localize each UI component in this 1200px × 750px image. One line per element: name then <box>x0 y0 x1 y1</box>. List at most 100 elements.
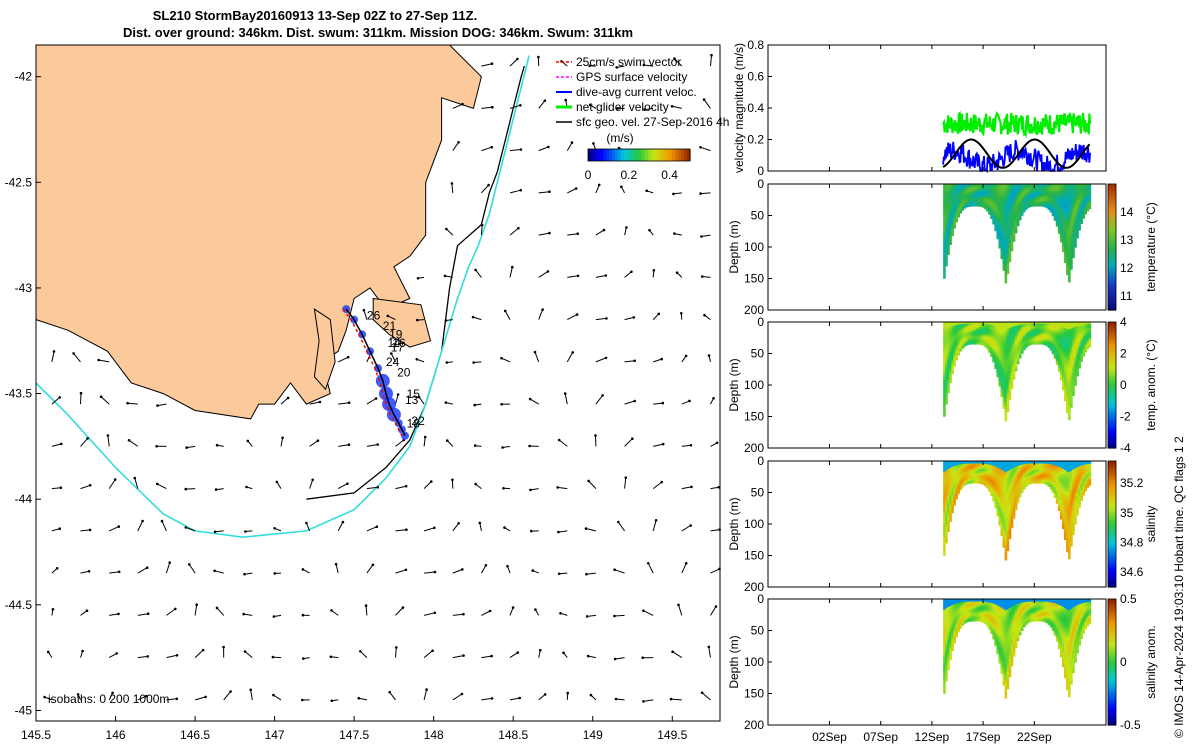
temperature-anomaly-cell <box>1057 365 1061 369</box>
temperature-anomaly-cell <box>1008 387 1012 392</box>
temperature-cell <box>975 193 979 195</box>
current-vector-head <box>543 99 547 102</box>
temperature-anomaly-cell <box>1082 325 1085 328</box>
temperature-cell <box>1033 199 1036 201</box>
salinity-cell <box>959 483 963 485</box>
salinity-cell <box>943 551 946 556</box>
temperature-anomaly-cell <box>1043 328 1047 330</box>
temperature-colorbar-cell <box>1108 306 1116 311</box>
temperature-anomaly-cell <box>1076 336 1079 340</box>
temperature-anomaly-cell <box>1016 342 1020 345</box>
temperature-anomaly-cell <box>992 351 995 354</box>
temperature-cell <box>1002 190 1006 195</box>
temperature-anomaly-cell <box>1008 354 1012 359</box>
temperature-cell <box>973 184 977 186</box>
temperature-cell <box>994 218 997 221</box>
temperature-cell <box>1078 196 1081 199</box>
salinity-cell <box>971 466 975 469</box>
temperature-anomaly-cell <box>986 340 989 343</box>
temperature-cell <box>951 223 954 227</box>
current-vector-head <box>490 145 494 149</box>
temperature-anomaly-cell <box>1033 328 1036 331</box>
temperature-cell <box>1012 199 1016 203</box>
temperature-cell <box>1039 195 1042 197</box>
temperature-anomaly-cell <box>1008 366 1012 371</box>
current-vector-head <box>462 612 465 616</box>
current-vector-head <box>712 397 715 400</box>
temperature-cell <box>1074 242 1077 246</box>
temperature-anomaly-cell <box>1049 336 1053 338</box>
temperature-anomaly-cell <box>1070 367 1073 372</box>
temperature-cell <box>1008 192 1012 197</box>
salinity-cell <box>945 508 948 512</box>
temperature-cell <box>1023 204 1026 206</box>
current-vector-head <box>347 401 351 405</box>
temperature-anomaly-cell <box>1043 340 1047 342</box>
salinity-cell <box>949 509 952 513</box>
temperature-cell <box>984 188 987 191</box>
temperature-anomaly-cell <box>1082 350 1085 353</box>
temperature-cell <box>1018 206 1022 208</box>
temperature-anomaly-colorbar-cell <box>1108 325 1116 329</box>
temperature-anomaly-cell <box>1061 371 1065 375</box>
temperature-cell <box>982 199 985 201</box>
temperature-anomaly-cell <box>961 335 965 337</box>
temperature-cell <box>977 189 981 192</box>
temperature-anomaly-cell <box>1078 355 1081 358</box>
temperature-cell <box>955 220 958 223</box>
temperature-anomaly-cell <box>1055 349 1059 352</box>
temperature-anomaly-cell <box>1016 344 1020 347</box>
temperature-anomaly-cell <box>1035 333 1038 336</box>
temperature-anomaly-cell <box>1020 336 1024 339</box>
track-day-label: 14 <box>388 336 402 350</box>
temperature-anomaly-cell <box>1002 398 1006 403</box>
map-colorbar-cell <box>639 149 643 161</box>
temperature-anomaly-cell <box>1070 328 1073 333</box>
temperature-cell <box>990 201 993 204</box>
temperature-cell <box>1047 190 1051 193</box>
temperature-cell <box>1072 251 1075 256</box>
temperature-anomaly-cell <box>1023 347 1026 350</box>
temperature-cell <box>1057 191 1061 195</box>
temperature-anomaly-cell <box>1025 346 1028 348</box>
temperature-anomaly-cell <box>1076 344 1079 348</box>
temperature-anomaly-cell <box>1076 369 1079 373</box>
temperature-cell <box>996 194 999 198</box>
temperature-anomaly-cell <box>1012 357 1016 360</box>
temperature-anomaly-colorbar-cell <box>1108 340 1116 345</box>
temperature-anomaly-cell <box>1010 386 1014 390</box>
temperature-cell <box>971 195 975 197</box>
temperature-cell <box>1023 186 1026 188</box>
temperature-cell <box>1010 207 1014 211</box>
temperature-anomaly-cell <box>975 333 979 335</box>
temperature-cell <box>1004 241 1008 246</box>
temperature-anomaly-cell <box>967 333 971 335</box>
salinity-cell <box>963 475 967 478</box>
temperature-anomaly-cell <box>1078 336 1081 339</box>
temperature-cell <box>977 203 981 205</box>
temperature-cell <box>1082 198 1085 201</box>
temperature-anomaly-cell <box>1064 346 1067 350</box>
temperature-cell <box>1049 189 1053 191</box>
temperature-cell <box>1045 195 1049 198</box>
temperature-cell <box>1014 204 1018 208</box>
temperature-anomaly-cell <box>969 334 973 337</box>
temperature-cell <box>1010 191 1014 195</box>
temperature-anomaly-cell <box>1029 336 1032 339</box>
temperature-cell <box>988 202 991 205</box>
current-vector-head <box>99 395 103 399</box>
map-colorbar-cell <box>609 149 613 161</box>
salinity-cell <box>945 464 948 468</box>
temperature-cell <box>1049 188 1053 190</box>
temperature-cell <box>1055 213 1059 216</box>
current-vector <box>80 393 82 405</box>
salinity-cell <box>963 480 967 482</box>
temperature-cell <box>1006 270 1010 275</box>
temperature-anomaly-cell <box>1066 388 1069 393</box>
temperature-anomaly-cell <box>975 324 979 326</box>
current-vector <box>250 689 253 700</box>
temperature-anomaly-colorbar-cell <box>1108 328 1116 333</box>
temperature-cell <box>1037 193 1040 195</box>
temperature-anomaly-cell <box>1084 341 1088 344</box>
temperature-cell <box>1020 205 1024 208</box>
